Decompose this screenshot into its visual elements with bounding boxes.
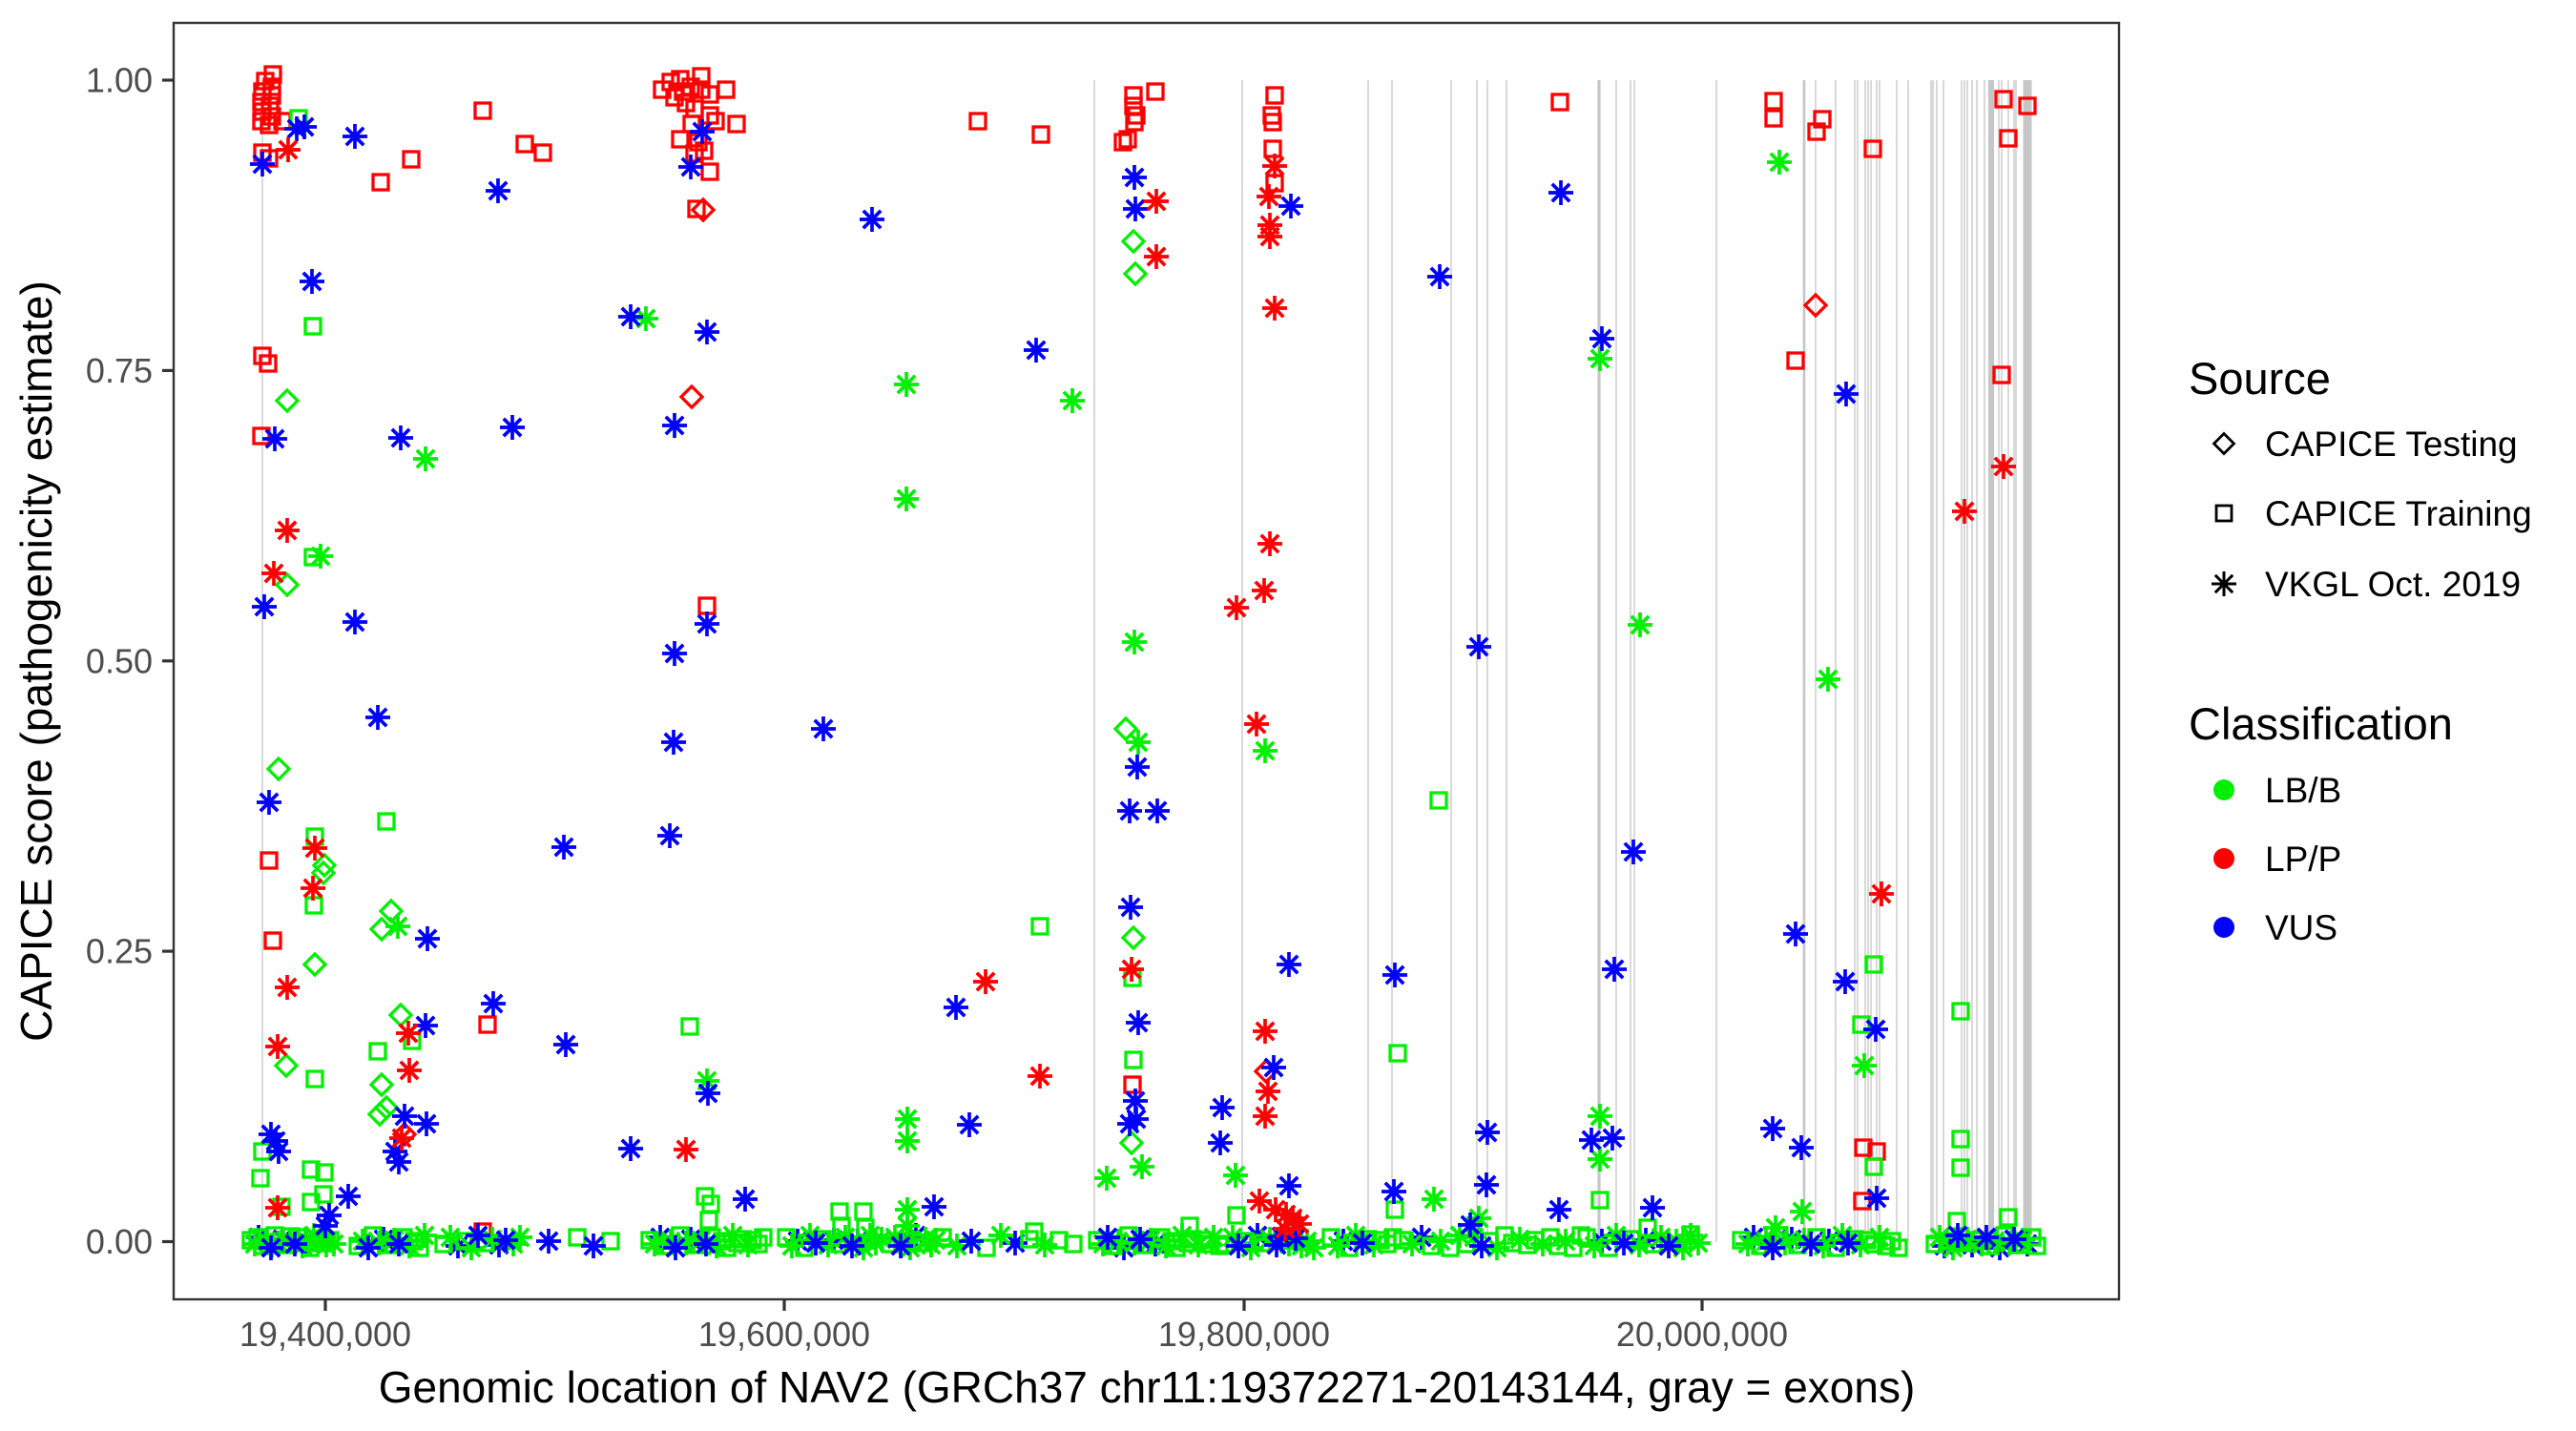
svg-text:CAPICE Testing: CAPICE Testing	[2265, 425, 2518, 464]
svg-text:VKGL Oct. 2019: VKGL Oct. 2019	[2265, 565, 2521, 604]
svg-text:1.00: 1.00	[86, 61, 153, 100]
svg-text:19,800,000: 19,800,000	[1158, 1315, 1330, 1354]
svg-text:LP/P: LP/P	[2265, 840, 2341, 879]
svg-text:19,400,000: 19,400,000	[239, 1315, 411, 1354]
svg-text:0.25: 0.25	[86, 932, 153, 971]
svg-text:VUS: VUS	[2265, 908, 2337, 947]
svg-text:CAPICE Training: CAPICE Training	[2265, 494, 2532, 533]
svg-text:0.00: 0.00	[86, 1222, 153, 1261]
svg-text:Genomic location of NAV2 (GRCh: Genomic location of NAV2 (GRCh37 chr11:1…	[379, 1362, 1916, 1412]
svg-text:0.75: 0.75	[86, 351, 153, 390]
svg-text:20,000,000: 20,000,000	[1616, 1315, 1788, 1354]
svg-text:Classification: Classification	[2189, 698, 2453, 749]
svg-text:0.50: 0.50	[86, 641, 153, 680]
svg-text:19,600,000: 19,600,000	[698, 1315, 870, 1354]
svg-text:Source: Source	[2189, 353, 2331, 404]
svg-text:CAPICE score (pathogenicity es: CAPICE score (pathogenicity estimate)	[11, 280, 61, 1042]
svg-text:LB/B: LB/B	[2265, 771, 2341, 810]
